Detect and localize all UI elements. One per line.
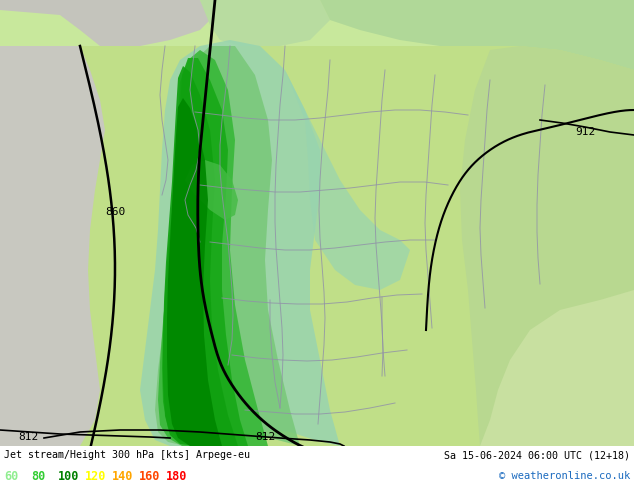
Text: 812: 812 xyxy=(255,432,275,442)
Bar xyxy=(0,46,634,446)
Polygon shape xyxy=(162,58,248,446)
Polygon shape xyxy=(158,50,268,446)
Polygon shape xyxy=(163,66,238,446)
Polygon shape xyxy=(140,40,340,446)
Text: 140: 140 xyxy=(112,469,133,483)
Polygon shape xyxy=(167,98,222,446)
Polygon shape xyxy=(0,0,210,46)
Text: 180: 180 xyxy=(166,469,188,483)
Text: 860: 860 xyxy=(105,207,126,217)
Text: 912: 912 xyxy=(575,127,595,137)
Polygon shape xyxy=(200,0,330,46)
Polygon shape xyxy=(185,160,238,220)
Polygon shape xyxy=(320,0,634,70)
Text: 80: 80 xyxy=(31,469,45,483)
Polygon shape xyxy=(0,46,105,446)
Text: 60: 60 xyxy=(4,469,18,483)
Text: Jet stream/Height 300 hPa [kts] Arpege-eu: Jet stream/Height 300 hPa [kts] Arpege-e… xyxy=(4,450,250,460)
Polygon shape xyxy=(460,46,634,446)
Polygon shape xyxy=(155,46,300,446)
Text: 120: 120 xyxy=(85,469,107,483)
Text: Sa 15-06-2024 06:00 UTC (12+18): Sa 15-06-2024 06:00 UTC (12+18) xyxy=(444,450,630,460)
Polygon shape xyxy=(480,290,634,446)
Text: 100: 100 xyxy=(58,469,79,483)
Text: 160: 160 xyxy=(139,469,160,483)
Bar xyxy=(0,446,634,490)
Polygon shape xyxy=(285,70,410,290)
Text: © weatheronline.co.uk: © weatheronline.co.uk xyxy=(499,471,630,481)
Text: 812: 812 xyxy=(18,432,38,442)
